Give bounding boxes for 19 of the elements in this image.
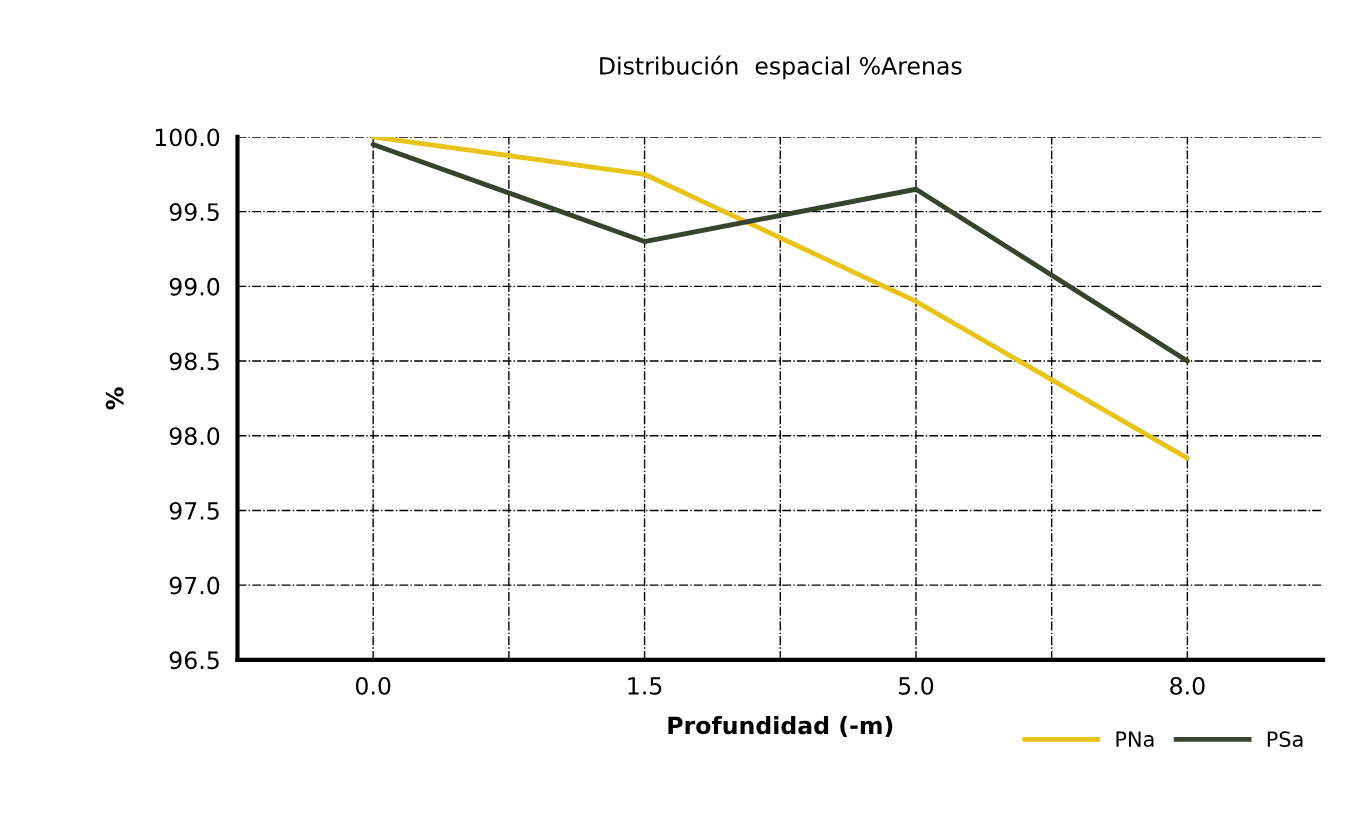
y-tick-label: 98.5 (169, 352, 219, 371)
line-series (370, 141, 1190, 364)
y-tick-label: 100.0 (155, 128, 220, 147)
x-tick-label: 0.0 (355, 676, 391, 695)
x-tick-label: 5.0 (899, 676, 934, 695)
x-tick-label: 1.5 (628, 677, 662, 695)
y-tick-label: 96.5 (169, 651, 219, 670)
y-tick-label: 99.5 (169, 203, 219, 221)
y-tick-label: 98.0 (169, 427, 220, 446)
chart-title: Distribución espacial %Arenas (600, 55, 962, 80)
legend-label: PNa (1116, 731, 1154, 748)
y-tick-label: 97.5 (169, 501, 219, 520)
y-tick-label: 97.0 (169, 576, 220, 595)
legend-label: PSa (1267, 731, 1303, 748)
y-axis-title: % (105, 387, 124, 410)
line-series (370, 136, 1190, 461)
y-tick-label: 99.0 (169, 277, 220, 296)
x-axis-title: Profundidad (-m) (668, 716, 893, 738)
x-tick-label: 8.0 (1170, 676, 1205, 695)
